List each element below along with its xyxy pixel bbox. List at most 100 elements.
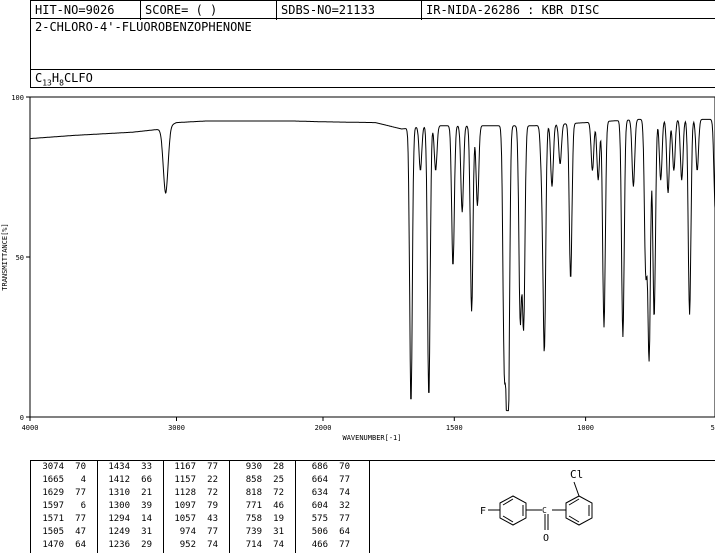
x-tick-label: 2000 xyxy=(315,424,332,432)
peak-transmittance: 33 xyxy=(141,462,152,472)
peak-table-divider xyxy=(163,460,164,553)
peak-wavenumber: 1571 xyxy=(42,514,64,524)
peak-wavenumber: 1128 xyxy=(174,488,196,498)
peak-wavenumber: 634 xyxy=(311,488,328,498)
score: SCORE= ( ) xyxy=(141,1,277,20)
x-tick-label: 4000 xyxy=(22,424,39,432)
molecular-formula: C13H8CLFO xyxy=(35,71,93,88)
peak-table-divider xyxy=(97,460,98,553)
peak-wavenumber: 1310 xyxy=(108,488,130,498)
peak-transmittance: 31 xyxy=(273,527,284,537)
peak-wavenumber: 1249 xyxy=(108,527,130,537)
peak-wavenumber: 1470 xyxy=(42,540,64,550)
structure-box xyxy=(369,460,715,553)
cl-bond xyxy=(573,481,580,497)
peak-wavenumber: 1412 xyxy=(108,475,130,485)
peak-wavenumber: 686 xyxy=(311,462,328,472)
peak-transmittance: 77 xyxy=(207,462,218,472)
peak-transmittance: 22 xyxy=(207,475,218,485)
peak-transmittance: 28 xyxy=(273,462,284,472)
peak-wavenumber: 1665 xyxy=(42,475,64,485)
peak-transmittance: 74 xyxy=(339,488,350,498)
peak-transmittance: 66 xyxy=(141,475,152,485)
ir-nida: IR-NIDA-26286 : KBR DISC xyxy=(426,3,600,17)
peak-transmittance: 79 xyxy=(207,501,218,511)
peak-wavenumber: 1294 xyxy=(108,514,130,524)
peak-wavenumber: 952 xyxy=(179,540,196,550)
y-axis-label: TRANSMITTANCE[%] xyxy=(1,223,9,290)
peak-transmittance: 43 xyxy=(207,514,218,524)
peak-transmittance: 21 xyxy=(141,488,152,498)
atom-cl: Cl xyxy=(570,468,583,481)
peak-wavenumber: 758 xyxy=(245,514,262,524)
fluorophenyl-ring xyxy=(499,495,527,526)
peak-wavenumber: 1157 xyxy=(174,475,196,485)
peak-wavenumber: 1097 xyxy=(174,501,196,511)
peak-wavenumber: 930 xyxy=(245,462,262,472)
peak-transmittance: 77 xyxy=(75,488,86,498)
peak-wavenumber: 664 xyxy=(311,475,328,485)
molecule-structure: F C O Cl xyxy=(480,468,593,544)
y-tick-label: 50 xyxy=(16,254,24,262)
peak-wavenumber: 714 xyxy=(245,540,262,550)
peak-wavenumber: 3074 xyxy=(42,462,64,472)
peak-transmittance: 74 xyxy=(207,540,218,550)
peak-wavenumber: 1505 xyxy=(42,527,64,537)
peak-wavenumber: 1629 xyxy=(42,488,64,498)
x-tick-label: 500 xyxy=(711,424,715,432)
x-axis-label: WAVENUMBER[-1] xyxy=(342,434,401,442)
x-tick-label: 1000 xyxy=(577,424,594,432)
formula-box: C13H8CLFO xyxy=(30,69,715,88)
peak-wavenumber: 974 xyxy=(179,527,196,537)
peak-transmittance: 6 xyxy=(80,501,86,511)
chlorophenyl-ring xyxy=(565,495,593,526)
peak-wavenumber: 1300 xyxy=(108,501,130,511)
peak-transmittance: 39 xyxy=(141,501,152,511)
compound-name: 2-CHLORO-4'-FLUOROBENZOPHENONE xyxy=(35,20,252,34)
plot-frame xyxy=(29,96,715,418)
peak-wavenumber: 1167 xyxy=(174,462,196,472)
peak-transmittance: 4 xyxy=(80,475,86,485)
peak-table-divider xyxy=(229,460,230,553)
peak-transmittance: 70 xyxy=(75,462,86,472)
peak-transmittance: 31 xyxy=(141,527,152,537)
y-tick-label: 0 xyxy=(20,414,24,422)
peak-transmittance: 29 xyxy=(141,540,152,550)
peak-transmittance: 77 xyxy=(207,527,218,537)
peak-transmittance: 77 xyxy=(75,514,86,524)
sdbs-no: SDBS-NO=21133 xyxy=(277,1,422,20)
peak-transmittance: 25 xyxy=(273,475,284,485)
peak-wavenumber: 1057 xyxy=(174,514,196,524)
peak-transmittance: 77 xyxy=(339,514,350,524)
atom-f: F xyxy=(480,506,486,517)
peak-transmittance: 14 xyxy=(141,514,152,524)
y-tick-label: 100 xyxy=(11,94,24,102)
x-tick-label: 3000 xyxy=(168,424,185,432)
peak-transmittance: 72 xyxy=(207,488,218,498)
peak-wavenumber: 1597 xyxy=(42,501,64,511)
peak-transmittance: 32 xyxy=(339,501,350,511)
peak-transmittance: 77 xyxy=(339,475,350,485)
peak-wavenumber: 739 xyxy=(245,527,262,537)
peak-wavenumber: 858 xyxy=(245,475,262,485)
peak-transmittance: 46 xyxy=(273,501,284,511)
peak-wavenumber: 1236 xyxy=(108,540,130,550)
atom-c: C xyxy=(542,506,547,515)
peak-transmittance: 70 xyxy=(339,462,350,472)
peak-transmittance: 47 xyxy=(75,527,86,537)
peak-wavenumber: 771 xyxy=(245,501,262,511)
x-tick-label: 1500 xyxy=(446,424,463,432)
peak-transmittance: 74 xyxy=(273,540,284,550)
peak-table-divider xyxy=(295,460,296,553)
atom-o: O xyxy=(543,533,549,544)
peak-wavenumber: 1434 xyxy=(108,462,130,472)
peak-wavenumber: 604 xyxy=(311,501,328,511)
peak-transmittance: 19 xyxy=(273,514,284,524)
peak-wavenumber: 466 xyxy=(311,540,328,550)
peak-transmittance: 72 xyxy=(273,488,284,498)
ir-spectrum-chart: 4000 3000 2000 1500 1000 500 0 50 100 WAVENUMBER… xyxy=(1,94,715,442)
peak-wavenumber: 506 xyxy=(311,527,328,537)
peak-transmittance: 64 xyxy=(75,540,86,550)
peak-transmittance: 77 xyxy=(339,540,350,550)
hit-no: HIT-NO=9026 xyxy=(31,1,141,20)
